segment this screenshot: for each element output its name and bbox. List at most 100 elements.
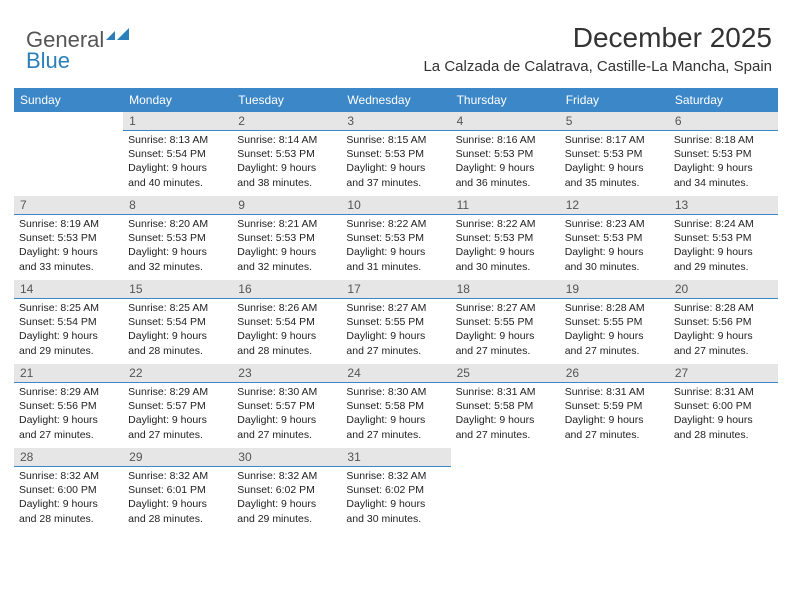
calendar-day-header: Thursday (451, 88, 560, 112)
day-number: 26 (560, 364, 669, 383)
day-number: 29 (123, 448, 232, 467)
day-details: Sunrise: 8:30 AMSunset: 5:58 PMDaylight:… (341, 383, 450, 446)
day-number: 25 (451, 364, 560, 383)
calendar-day-cell: 27Sunrise: 8:31 AMSunset: 6:00 PMDayligh… (669, 364, 778, 448)
day-number: 1 (123, 112, 232, 131)
calendar-day-cell: 16Sunrise: 8:26 AMSunset: 5:54 PMDayligh… (232, 280, 341, 364)
calendar-day-cell: 31Sunrise: 8:32 AMSunset: 6:02 PMDayligh… (341, 448, 450, 532)
day-details: Sunrise: 8:22 AMSunset: 5:53 PMDaylight:… (341, 215, 450, 278)
calendar-day-cell: 7Sunrise: 8:19 AMSunset: 5:53 PMDaylight… (14, 196, 123, 280)
day-details: Sunrise: 8:30 AMSunset: 5:57 PMDaylight:… (232, 383, 341, 446)
calendar-day-cell: 1Sunrise: 8:13 AMSunset: 5:54 PMDaylight… (123, 112, 232, 196)
day-details: Sunrise: 8:15 AMSunset: 5:53 PMDaylight:… (341, 131, 450, 194)
page-title: December 2025 (423, 22, 772, 54)
calendar-day-cell: 5Sunrise: 8:17 AMSunset: 5:53 PMDaylight… (560, 112, 669, 196)
day-details: Sunrise: 8:16 AMSunset: 5:53 PMDaylight:… (451, 131, 560, 194)
day-number: 14 (14, 280, 123, 299)
day-number: 4 (451, 112, 560, 131)
logo-triangles-icon (106, 26, 130, 42)
day-details: Sunrise: 8:32 AMSunset: 6:02 PMDaylight:… (341, 467, 450, 530)
calendar-day-cell: 3Sunrise: 8:15 AMSunset: 5:53 PMDaylight… (341, 112, 450, 196)
calendar-day-cell: 12Sunrise: 8:23 AMSunset: 5:53 PMDayligh… (560, 196, 669, 280)
day-details: Sunrise: 8:21 AMSunset: 5:53 PMDaylight:… (232, 215, 341, 278)
calendar-day-cell: 20Sunrise: 8:28 AMSunset: 5:56 PMDayligh… (669, 280, 778, 364)
day-details: Sunrise: 8:29 AMSunset: 5:56 PMDaylight:… (14, 383, 123, 446)
day-details: Sunrise: 8:27 AMSunset: 5:55 PMDaylight:… (451, 299, 560, 362)
day-details: Sunrise: 8:22 AMSunset: 5:53 PMDaylight:… (451, 215, 560, 278)
day-number: 15 (123, 280, 232, 299)
calendar-week-row: 7Sunrise: 8:19 AMSunset: 5:53 PMDaylight… (14, 196, 778, 280)
day-number: 10 (341, 196, 450, 215)
day-number: 28 (14, 448, 123, 467)
day-details: Sunrise: 8:14 AMSunset: 5:53 PMDaylight:… (232, 131, 341, 194)
day-details: Sunrise: 8:17 AMSunset: 5:53 PMDaylight:… (560, 131, 669, 194)
calendar-day-cell: 22Sunrise: 8:29 AMSunset: 5:57 PMDayligh… (123, 364, 232, 448)
calendar-day-cell: 28Sunrise: 8:32 AMSunset: 6:00 PMDayligh… (14, 448, 123, 532)
day-number: 23 (232, 364, 341, 383)
calendar-day-header: Friday (560, 88, 669, 112)
day-details: Sunrise: 8:29 AMSunset: 5:57 PMDaylight:… (123, 383, 232, 446)
day-number: 8 (123, 196, 232, 215)
day-number: 13 (669, 196, 778, 215)
calendar-day-cell: 24Sunrise: 8:30 AMSunset: 5:58 PMDayligh… (341, 364, 450, 448)
day-details: Sunrise: 8:23 AMSunset: 5:53 PMDaylight:… (560, 215, 669, 278)
day-details: Sunrise: 8:20 AMSunset: 5:53 PMDaylight:… (123, 215, 232, 278)
day-details: Sunrise: 8:31 AMSunset: 5:59 PMDaylight:… (560, 383, 669, 446)
brand-part2: Blue (26, 48, 70, 74)
day-details: Sunrise: 8:32 AMSunset: 6:02 PMDaylight:… (232, 467, 341, 530)
calendar-day-cell: 8Sunrise: 8:20 AMSunset: 5:53 PMDaylight… (123, 196, 232, 280)
calendar-day-cell: 10Sunrise: 8:22 AMSunset: 5:53 PMDayligh… (341, 196, 450, 280)
calendar-day-cell: 15Sunrise: 8:25 AMSunset: 5:54 PMDayligh… (123, 280, 232, 364)
calendar-day-cell: 6Sunrise: 8:18 AMSunset: 5:53 PMDaylight… (669, 112, 778, 196)
day-number: 24 (341, 364, 450, 383)
day-number: 9 (232, 196, 341, 215)
page-header: December 2025 La Calzada de Calatrava, C… (423, 22, 772, 75)
calendar-day-cell: 18Sunrise: 8:27 AMSunset: 5:55 PMDayligh… (451, 280, 560, 364)
day-number: 22 (123, 364, 232, 383)
calendar-table: SundayMondayTuesdayWednesdayThursdayFrid… (14, 88, 778, 532)
calendar-day-cell: 11Sunrise: 8:22 AMSunset: 5:53 PMDayligh… (451, 196, 560, 280)
day-number: 2 (232, 112, 341, 131)
day-number: 5 (560, 112, 669, 131)
calendar-day-cell: 2Sunrise: 8:14 AMSunset: 5:53 PMDaylight… (232, 112, 341, 196)
calendar-week-row: 21Sunrise: 8:29 AMSunset: 5:56 PMDayligh… (14, 364, 778, 448)
day-number: 27 (669, 364, 778, 383)
day-details: Sunrise: 8:25 AMSunset: 5:54 PMDaylight:… (14, 299, 123, 362)
calendar-day-cell: 26Sunrise: 8:31 AMSunset: 5:59 PMDayligh… (560, 364, 669, 448)
day-number: 6 (669, 112, 778, 131)
day-number: 7 (14, 196, 123, 215)
calendar-day-cell: 17Sunrise: 8:27 AMSunset: 5:55 PMDayligh… (341, 280, 450, 364)
page-subtitle: La Calzada de Calatrava, Castille-La Man… (423, 58, 772, 75)
day-details: Sunrise: 8:25 AMSunset: 5:54 PMDaylight:… (123, 299, 232, 362)
calendar-day-cell: 23Sunrise: 8:30 AMSunset: 5:57 PMDayligh… (232, 364, 341, 448)
calendar-day-header: Wednesday (341, 88, 450, 112)
calendar-day-cell: 4Sunrise: 8:16 AMSunset: 5:53 PMDaylight… (451, 112, 560, 196)
day-details: Sunrise: 8:19 AMSunset: 5:53 PMDaylight:… (14, 215, 123, 278)
day-details: Sunrise: 8:26 AMSunset: 5:54 PMDaylight:… (232, 299, 341, 362)
calendar-day-header: Sunday (14, 88, 123, 112)
day-number: 19 (560, 280, 669, 299)
calendar-day-header: Saturday (669, 88, 778, 112)
calendar-day-cell (451, 448, 560, 532)
day-number: 30 (232, 448, 341, 467)
calendar-day-header: Monday (123, 88, 232, 112)
day-details: Sunrise: 8:13 AMSunset: 5:54 PMDaylight:… (123, 131, 232, 194)
day-details: Sunrise: 8:32 AMSunset: 6:01 PMDaylight:… (123, 467, 232, 530)
day-number: 18 (451, 280, 560, 299)
day-number: 21 (14, 364, 123, 383)
day-details: Sunrise: 8:31 AMSunset: 5:58 PMDaylight:… (451, 383, 560, 446)
calendar-day-cell (14, 112, 123, 196)
calendar-day-cell: 29Sunrise: 8:32 AMSunset: 6:01 PMDayligh… (123, 448, 232, 532)
calendar-day-cell: 13Sunrise: 8:24 AMSunset: 5:53 PMDayligh… (669, 196, 778, 280)
calendar-day-cell: 9Sunrise: 8:21 AMSunset: 5:53 PMDaylight… (232, 196, 341, 280)
day-number: 12 (560, 196, 669, 215)
calendar-day-header: Tuesday (232, 88, 341, 112)
calendar-week-row: 28Sunrise: 8:32 AMSunset: 6:00 PMDayligh… (14, 448, 778, 532)
calendar-day-cell (560, 448, 669, 532)
calendar-week-row: 14Sunrise: 8:25 AMSunset: 5:54 PMDayligh… (14, 280, 778, 364)
calendar-day-cell: 21Sunrise: 8:29 AMSunset: 5:56 PMDayligh… (14, 364, 123, 448)
day-number: 3 (341, 112, 450, 131)
day-details: Sunrise: 8:32 AMSunset: 6:00 PMDaylight:… (14, 467, 123, 530)
calendar-day-cell: 19Sunrise: 8:28 AMSunset: 5:55 PMDayligh… (560, 280, 669, 364)
calendar-day-cell (669, 448, 778, 532)
